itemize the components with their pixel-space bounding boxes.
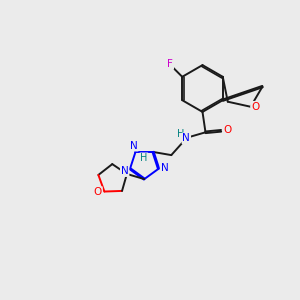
Text: O: O: [224, 124, 232, 135]
Text: H: H: [177, 129, 184, 139]
Text: N: N: [130, 141, 138, 151]
Text: O: O: [94, 187, 102, 197]
Text: N: N: [182, 133, 190, 143]
Text: F: F: [167, 59, 173, 69]
Text: O: O: [251, 102, 259, 112]
Text: H: H: [140, 153, 148, 163]
Text: N: N: [161, 163, 168, 172]
Text: N: N: [121, 166, 128, 176]
